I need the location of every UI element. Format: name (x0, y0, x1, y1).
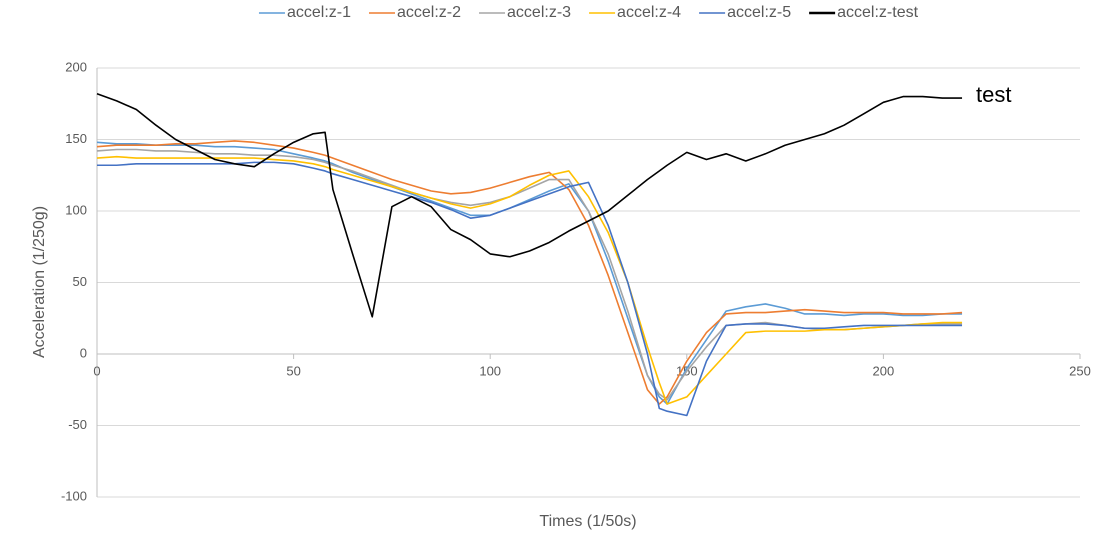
y-tick-label: 50 (73, 274, 87, 289)
legend-label: accel:z-4 (617, 4, 681, 21)
x-tick-label: 200 (873, 363, 895, 378)
x-tick-label: 50 (286, 363, 300, 378)
y-tick-label: -100 (61, 488, 87, 503)
legend-label: accel:z-3 (507, 4, 571, 21)
series-line (96, 92, 963, 318)
y-tick-label: -50 (68, 417, 87, 432)
y-tick-label: 200 (65, 59, 87, 74)
series-line (96, 141, 963, 405)
y-tick-label: 100 (65, 202, 87, 217)
x-tick-label: 100 (479, 363, 501, 378)
x-tick-label: 0 (93, 363, 100, 378)
series-line (96, 155, 963, 405)
legend-label: accel:z-5 (727, 4, 791, 21)
legend: accel:z-1 accel:z-2 accel:z-3 accel:z-4 acce… (258, 4, 919, 21)
y-tick-label: 150 (65, 131, 87, 146)
legend-label: accel:z-test (837, 4, 918, 21)
x-tick-label: 250 (1069, 363, 1091, 378)
legend-label: accel:z-2 (397, 4, 461, 21)
x-axis-title: Times (1/50s) (539, 513, 636, 530)
y-tick-label: 0 (80, 345, 87, 360)
y-axis-title: Acceleration (1/250g) (31, 206, 48, 358)
legend-label: accel:z-1 (287, 4, 351, 21)
series-line (96, 140, 963, 405)
annotation: test (976, 82, 1011, 107)
series-line (97, 161, 963, 417)
series-line (96, 148, 963, 401)
